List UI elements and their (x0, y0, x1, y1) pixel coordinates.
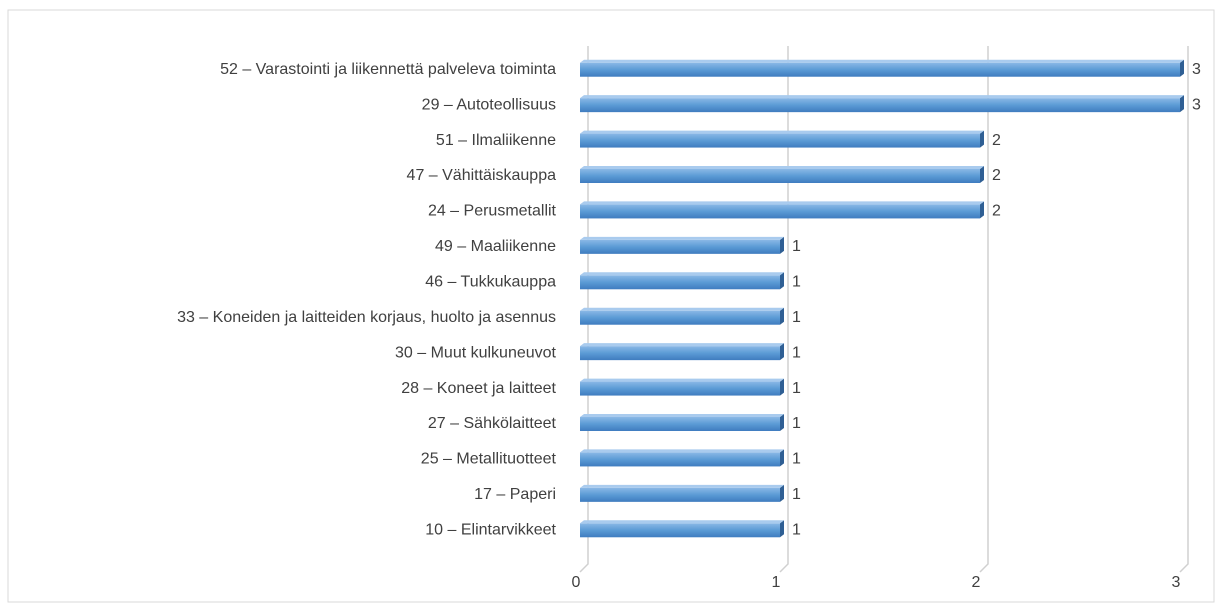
bar (580, 62, 1180, 77)
bar-side (780, 520, 784, 538)
y-tick-label: 30 – Muut kulkuneuvot (395, 344, 557, 361)
bar (580, 381, 780, 396)
bar-side (780, 343, 784, 361)
y-tick-label: 29 – Autoteollisuus (422, 96, 556, 113)
bar (580, 204, 980, 219)
bar-top (580, 378, 784, 382)
bar-top (580, 166, 984, 169)
bar-top (580, 236, 784, 240)
bar-side (780, 484, 784, 502)
y-tick-label: 25 – Metallituotteet (421, 451, 557, 468)
bar-top (580, 307, 784, 311)
y-tick-label: 46 – Tukkukauppa (425, 274, 556, 291)
grid-line (979, 46, 989, 573)
x-tick-label: 3 (1172, 574, 1181, 591)
bar (580, 523, 780, 538)
bar (580, 239, 780, 254)
bar-top (580, 449, 784, 453)
bar-side (1180, 59, 1184, 77)
data-label: 1 (792, 238, 801, 255)
bar (580, 310, 780, 325)
chart-frame (7, 9, 1215, 603)
bar (580, 98, 1180, 113)
data-label: 3 (1192, 96, 1201, 113)
bar (580, 346, 780, 361)
bar (580, 487, 780, 502)
y-tick-label: 27 – Sähkölaitteet (428, 415, 557, 432)
grid-line (1179, 46, 1189, 573)
bar-top (580, 343, 784, 347)
bar-top (580, 484, 784, 488)
bar-side (780, 307, 784, 325)
data-label: 1 (792, 486, 801, 503)
data-label: 1 (792, 415, 801, 432)
bar-side (780, 236, 784, 254)
bar-side (980, 166, 984, 183)
bar-side (780, 449, 784, 467)
bar (580, 417, 780, 431)
bar-side (780, 272, 784, 290)
data-label: 2 (992, 167, 1001, 184)
data-label: 1 (792, 522, 801, 539)
bar-side (780, 378, 784, 396)
bar-top (580, 272, 784, 276)
y-tick-label: 51 – Ilmaliikenne (436, 132, 556, 149)
data-label: 1 (792, 451, 801, 468)
bar-side (780, 414, 784, 431)
data-label: 3 (1192, 61, 1201, 78)
data-label: 1 (792, 309, 801, 326)
data-label: 1 (792, 380, 801, 397)
bar-side (1180, 95, 1184, 113)
bar (580, 452, 780, 467)
data-label: 2 (992, 203, 1001, 220)
x-tick-label: 1 (772, 574, 781, 591)
bar-top (580, 201, 984, 205)
x-tick-label: 0 (572, 574, 581, 591)
grid-line (579, 46, 589, 573)
y-tick-label: 49 – Maaliikenne (435, 238, 556, 255)
bar (580, 133, 980, 148)
y-tick-label: 10 – Elintarvikkeet (425, 522, 556, 539)
x-tick-label: 2 (972, 574, 981, 591)
bar-top (580, 520, 784, 524)
y-tick-label: 47 – Vähittäiskauppa (407, 167, 557, 184)
y-tick-label: 24 – Perusmetallit (428, 203, 557, 220)
y-tick-label: 17 – Paperi (474, 486, 556, 503)
bar-side (980, 201, 984, 219)
data-label: 1 (792, 344, 801, 361)
bar-top (580, 414, 784, 417)
data-label: 2 (992, 132, 1001, 149)
y-tick-label: 33 – Koneiden ja laitteiden korjaus, huo… (177, 309, 556, 326)
bar-top (580, 130, 984, 134)
bar-side (980, 130, 984, 148)
bar (580, 275, 780, 290)
data-label: 1 (792, 274, 801, 291)
bar-top (580, 95, 1184, 99)
bar (580, 169, 980, 183)
grid-line (779, 46, 789, 573)
y-tick-label: 52 – Varastointi ja liikennettä palvelev… (220, 61, 556, 78)
y-tick-label: 28 – Koneet ja laitteet (401, 380, 556, 397)
bar-top (580, 59, 1184, 63)
